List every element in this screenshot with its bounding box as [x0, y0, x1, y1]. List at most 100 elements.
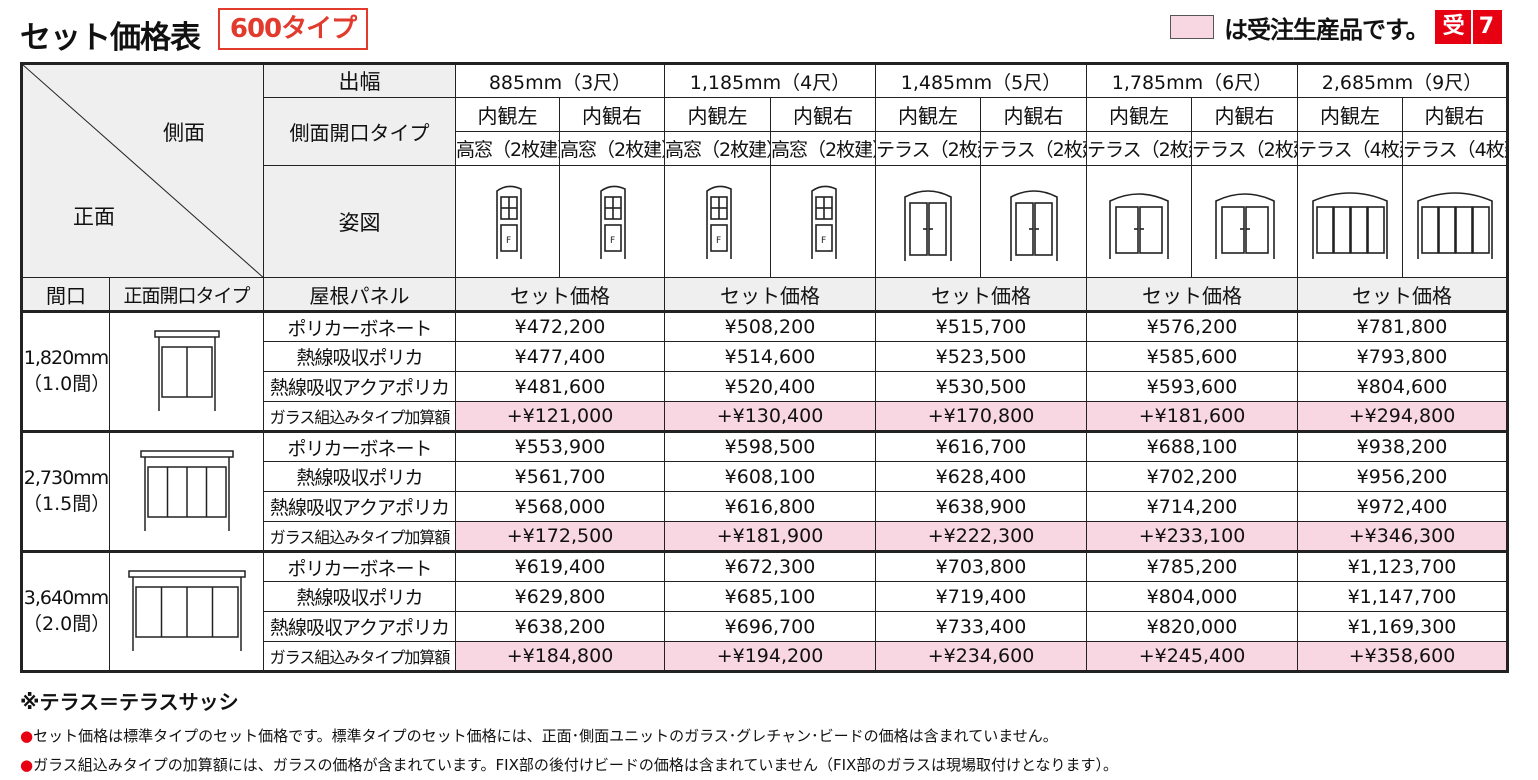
price-cell: ¥515,700 [875, 310, 1087, 342]
window-type-2-0: テラス（2枚建） [875, 131, 981, 166]
roof-panel-label: 熱線吸収ポリカ [263, 341, 456, 372]
price-cell: ¥688,100 [1086, 430, 1298, 462]
maguchi-mm: 2,730mm [23, 467, 109, 489]
maguchi-mm: 1,820mm [23, 347, 109, 369]
window-type-4-0: テラス（4枚建） [1297, 131, 1403, 166]
price-cell: ¥481,600 [455, 371, 665, 402]
price-cell: ¥619,400 [455, 550, 665, 582]
note-set-price-text: セット価格は標準タイプのセット価格です。標準タイプのセット価格には、正面･側面ユ… [33, 727, 1058, 745]
window-type-1-0: 高窓（2枚建） [664, 131, 771, 166]
roof-panel-label: ポリカーボネート [263, 550, 456, 582]
legend-text: は受注生産品です。 [1224, 15, 1430, 44]
roof-panel-label: ガラス組込みタイプ加算額 [263, 401, 456, 432]
maguchi-ken: （1.5間） [23, 493, 110, 515]
width-2: 1,485mm（5尺） [875, 63, 1087, 98]
maguchi-2: 3,640mm （2.0間） [21, 550, 110, 672]
price-cell: ¥523,500 [875, 341, 1087, 372]
price-cell: ¥553,900 [455, 430, 665, 462]
price-cell: ¥608,100 [664, 461, 876, 492]
price-cell: ¥477,400 [455, 341, 665, 372]
maguchi-ken: （2.0間） [23, 613, 110, 635]
elevation-figure-4-0 [1297, 165, 1403, 278]
glass-addon-price: +¥245,400 [1086, 641, 1298, 672]
side-2-1: 内観右 [980, 97, 1087, 132]
roof-panel-label: 熱線吸収ポリカ [263, 461, 456, 492]
price-cell: ¥472,200 [455, 310, 665, 342]
price-cell: ¥638,900 [875, 491, 1087, 522]
glass-addon-price: +¥130,400 [664, 401, 876, 432]
set-price-4: セット価格 [1297, 277, 1508, 312]
label-front-opening: 正面開口タイプ [109, 277, 264, 312]
price-cell: ¥1,123,700 [1297, 550, 1508, 582]
roof-panel-label: ポリカーボネート [263, 430, 456, 462]
bullet: ● [20, 727, 34, 745]
price-cell: ¥938,200 [1297, 430, 1508, 462]
label-figure: 姿図 [263, 165, 456, 278]
front-opening-figure-0 [109, 310, 264, 432]
window-type-2-1: テラス（2枚建） [980, 131, 1087, 166]
price-cell: ¥804,000 [1086, 581, 1298, 612]
maguchi-ken: （1.0間） [23, 373, 110, 395]
width-3: 1,785mm（6尺） [1086, 63, 1298, 98]
roof-panel-label: 熱線吸収アクアポリカ [263, 491, 456, 522]
glass-addon-price: +¥172,500 [455, 521, 665, 552]
price-cell: ¥804,600 [1297, 371, 1508, 402]
price-cell: ¥685,100 [664, 581, 876, 612]
price-cell: ¥703,800 [875, 550, 1087, 582]
roof-panel-label: 熱線吸収アクアポリカ [263, 611, 456, 642]
side-3-0: 内観左 [1086, 97, 1192, 132]
label-roof-panel: 屋根パネル [263, 277, 456, 312]
width-1: 1,185mm（4尺） [664, 63, 876, 98]
maguchi-0: 1,820mm （1.0間） [21, 310, 110, 432]
legend-swatch [1170, 15, 1215, 39]
glass-addon-price: +¥234,600 [875, 641, 1087, 672]
price-cell: ¥568,000 [455, 491, 665, 522]
price-cell: ¥561,700 [455, 461, 665, 492]
elevation-figure-4-1 [1402, 165, 1508, 278]
price-cell: ¥520,400 [664, 371, 876, 402]
note-glass-text: ガラス組込みタイプの加算額には、ガラスの価格が含まれています。FIX部の後付けビ… [33, 756, 1119, 774]
roof-panel-label: ガラス組込みタイプ加算額 [263, 521, 456, 552]
elevation-figure-0-1: F [559, 165, 665, 278]
price-cell: ¥714,200 [1086, 491, 1298, 522]
window-type-0-1: 高窓（2枚建） [559, 131, 665, 166]
elevation-figure-3-1 [1191, 165, 1298, 278]
elevation-figure-3-0 [1086, 165, 1192, 278]
price-cell: ¥972,400 [1297, 491, 1508, 522]
price-cell: ¥585,600 [1086, 341, 1298, 372]
side-1-1: 内観右 [770, 97, 876, 132]
bullet: ● [20, 756, 34, 774]
elevation-figure-1-1: F [770, 165, 876, 278]
width-4: 2,685mm（9尺） [1297, 63, 1508, 98]
glass-addon-price: +¥184,800 [455, 641, 665, 672]
corner-diagonal [23, 65, 263, 277]
maguchi-mm: 3,640mm [23, 587, 109, 609]
width-0: 885mm（3尺） [455, 63, 665, 98]
price-cell: ¥576,200 [1086, 310, 1298, 342]
roof-panel-label: ガラス組込みタイプ加算額 [263, 641, 456, 672]
maguchi-1: 2,730mm （1.5間） [21, 430, 110, 552]
window-type-3-1: テラス（2枚建） [1191, 131, 1298, 166]
fix-label: F [716, 236, 721, 246]
elevation-figure-0-0: F [455, 165, 560, 278]
set-price-2: セット価格 [875, 277, 1087, 312]
glass-addon-price: +¥170,800 [875, 401, 1087, 432]
type-badge: 600タイプ [218, 8, 368, 50]
price-cell: ¥672,300 [664, 550, 876, 582]
price-cell: ¥530,500 [875, 371, 1087, 402]
window-type-4-1: テラス（4枚建） [1402, 131, 1508, 166]
corner-front: 正面 [73, 205, 115, 229]
legend-code-b: 7 [1478, 14, 1494, 39]
label-opening-type: 側面開口タイプ [263, 97, 456, 166]
price-cell: ¥793,800 [1297, 341, 1508, 372]
glass-addon-price: +¥346,300 [1297, 521, 1508, 552]
window-type-0-0: 高窓（2枚建） [455, 131, 560, 166]
roof-panel-label: 熱線吸収アクアポリカ [263, 371, 456, 402]
side-4-0: 内観左 [1297, 97, 1403, 132]
side-2-0: 内観左 [875, 97, 981, 132]
fix-label: F [610, 236, 615, 246]
side-0-0: 内観左 [455, 97, 560, 132]
glass-addon-price: +¥358,600 [1297, 641, 1508, 672]
glass-addon-price: +¥194,200 [664, 641, 876, 672]
price-cell: ¥616,800 [664, 491, 876, 522]
